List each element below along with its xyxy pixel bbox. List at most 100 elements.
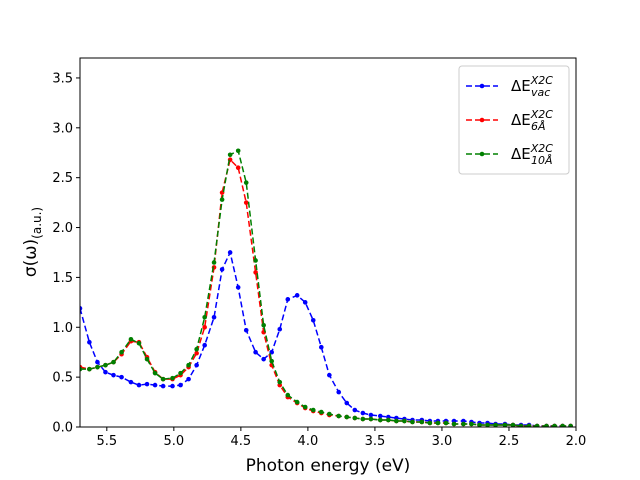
data-point-10A	[394, 418, 399, 424]
data-point-10A	[435, 420, 441, 426]
data-point-10A	[534, 423, 540, 427]
series-layer	[80, 148, 573, 427]
y-tick-label: 2.5	[52, 171, 73, 186]
data-point-10A	[294, 399, 300, 405]
data-point-vac	[294, 293, 300, 298]
data-point-vac	[319, 344, 324, 350]
data-point-10A	[552, 423, 557, 427]
x-tick-label: 4.0	[298, 434, 319, 449]
data-point-10A	[219, 197, 225, 202]
data-point-vac	[111, 372, 116, 378]
legend-marker-10A	[479, 151, 485, 157]
data-point-10A	[235, 148, 241, 154]
data-point-vac	[119, 374, 124, 380]
data-point-10A	[443, 420, 449, 426]
data-point-10A	[202, 315, 207, 320]
legend-label-sub: 6Å	[531, 120, 546, 133]
legend-label-sup: X2C	[530, 108, 554, 121]
data-point-10A	[518, 423, 524, 427]
data-point-vac	[310, 317, 316, 323]
data-point-10A	[186, 362, 191, 368]
y-axis-label: σ(ω)(a.u.)	[21, 207, 44, 277]
data-point-10A	[170, 375, 175, 381]
data-point-10A	[160, 376, 166, 382]
data-point-vac	[194, 362, 199, 368]
data-point-vac	[103, 369, 108, 375]
data-point-10A	[493, 422, 498, 427]
x-tick-label: 4.5	[231, 434, 252, 449]
data-point-vac	[253, 349, 258, 355]
x-axis-label: Photon energy (eV)	[246, 456, 411, 476]
data-point-vac	[80, 306, 83, 311]
y-tick-label: 3.5	[52, 71, 73, 86]
plot-frame	[79, 57, 577, 428]
legend-label-base: ΔE	[511, 145, 531, 163]
data-point-vac	[186, 376, 191, 382]
data-point-10A	[427, 420, 433, 426]
data-point-6A	[235, 165, 241, 170]
data-point-10A	[80, 366, 83, 372]
legend-label-sub: vac	[531, 86, 550, 99]
data-point-10A	[87, 366, 92, 372]
data-point-10A	[327, 411, 332, 417]
x-tick-label: 5.5	[96, 434, 117, 449]
data-point-vac	[360, 410, 366, 416]
legend-label-sup: X2C	[530, 142, 554, 155]
data-point-vac	[327, 372, 332, 378]
data-point-10A	[269, 358, 275, 364]
y-tick-label: 0.0	[52, 421, 73, 436]
data-point-10A	[477, 422, 482, 427]
x-tick-label: 2.5	[499, 434, 520, 449]
y-tick-label: 1.0	[52, 321, 73, 336]
data-point-vac	[202, 342, 207, 348]
data-point-10A	[211, 260, 217, 265]
data-point-10A	[136, 340, 142, 346]
data-point-vac	[285, 297, 291, 302]
data-point-10A	[485, 422, 490, 427]
data-point-10A	[368, 416, 374, 422]
data-point-10A	[178, 370, 183, 376]
legend-label-10A: ΔEX2C 10Å	[511, 142, 553, 167]
data-point-vac	[227, 250, 233, 255]
data-point-10A	[194, 346, 199, 352]
legend-label-6A: ΔEX2C 6Å	[511, 108, 553, 133]
y-tick-label: 1.5	[52, 271, 73, 286]
data-point-10A	[243, 180, 249, 185]
series-10A	[80, 148, 573, 427]
data-point-10A	[419, 419, 425, 425]
data-point-10A	[344, 414, 350, 420]
x-tick-label: 5.0	[163, 434, 184, 449]
data-point-10A	[502, 422, 508, 427]
legend-label-sup: X2C	[530, 74, 554, 87]
y-tick-label: 3.0	[52, 121, 73, 136]
data-point-vac	[243, 327, 249, 333]
data-point-10A	[119, 349, 124, 355]
data-point-10A	[451, 421, 457, 427]
data-point-6A	[243, 200, 249, 205]
data-point-10A	[360, 416, 366, 422]
x-tick-label: 3.5	[365, 434, 386, 449]
y-tick-label: 0.5	[52, 371, 73, 386]
y-axis: 0.0 0.5 1.0 1.5 2.0 2.5 3.0 3.5	[52, 71, 80, 436]
x-axis: 5.5 5.0 4.5 4.0 3.5 3.0 2.5 2.0	[96, 427, 586, 449]
data-point-10A	[560, 423, 565, 427]
legend-marker-6A	[479, 117, 485, 123]
data-point-vac	[136, 382, 142, 388]
legend-label-vac: ΔEX2C vac	[511, 74, 553, 99]
y-tick-label: 2.0	[52, 221, 73, 236]
data-point-10A	[261, 322, 266, 328]
data-point-vac	[128, 379, 134, 385]
legend-box	[458, 65, 570, 175]
data-point-10A	[461, 421, 466, 427]
data-point-vac	[235, 285, 241, 290]
x-tick-label: 2.0	[566, 434, 587, 449]
data-point-vac	[160, 383, 166, 389]
data-point-10A	[111, 359, 116, 365]
data-point-10A	[510, 422, 516, 427]
data-point-vac	[277, 326, 283, 332]
data-point-10A	[144, 356, 150, 362]
data-point-vac	[336, 389, 342, 395]
x-tick-label: 3.0	[432, 434, 453, 449]
